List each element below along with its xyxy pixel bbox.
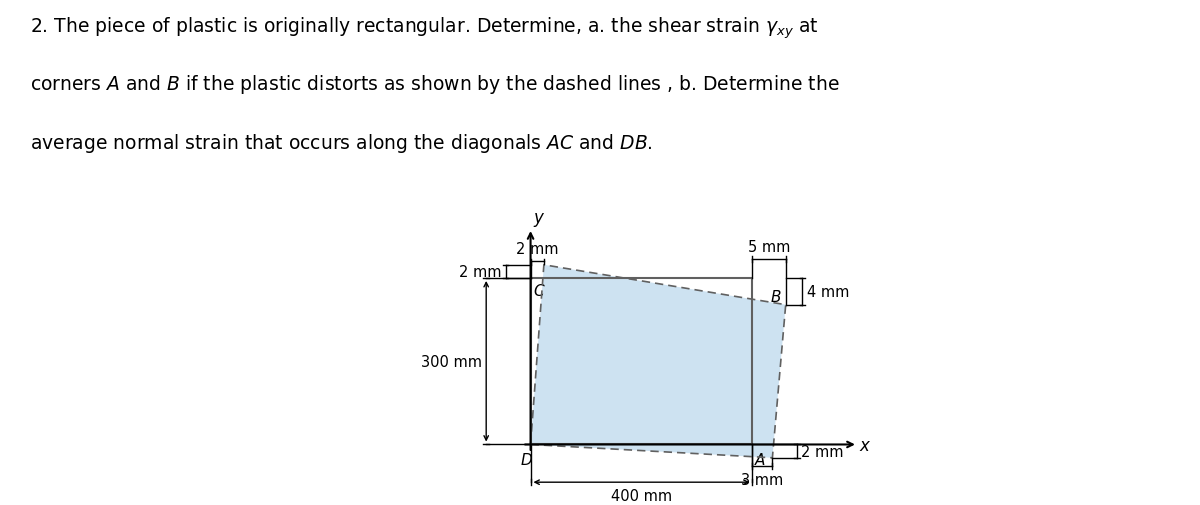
Text: 2 mm: 2 mm bbox=[802, 444, 844, 459]
Text: 2. The piece of plastic is originally rectangular. Determine, a. the shear strai: 2. The piece of plastic is originally re… bbox=[30, 15, 818, 40]
Text: x: x bbox=[859, 436, 869, 454]
Polygon shape bbox=[530, 265, 786, 458]
Text: 5 mm: 5 mm bbox=[748, 239, 791, 254]
Text: D: D bbox=[521, 452, 532, 467]
Text: 2 mm: 2 mm bbox=[458, 265, 502, 279]
Text: 2 mm: 2 mm bbox=[516, 241, 558, 257]
Text: corners $A$ and $B$ if the plastic distorts as shown by the dashed lines , b. De: corners $A$ and $B$ if the plastic disto… bbox=[30, 73, 840, 96]
Text: average normal strain that occurs along the diagonals $AC$ and $DB$.: average normal strain that occurs along … bbox=[30, 131, 653, 154]
Text: A: A bbox=[755, 452, 766, 467]
Text: B: B bbox=[770, 289, 781, 304]
Text: y: y bbox=[533, 209, 544, 227]
Text: 3 mm: 3 mm bbox=[742, 472, 784, 487]
Text: 400 mm: 400 mm bbox=[611, 488, 672, 503]
Text: C: C bbox=[533, 283, 544, 298]
Text: 4 mm: 4 mm bbox=[806, 284, 850, 299]
Text: 300 mm: 300 mm bbox=[421, 354, 481, 369]
